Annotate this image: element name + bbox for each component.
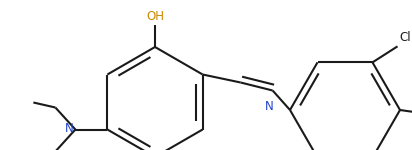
Text: Cl: Cl xyxy=(400,31,411,44)
Text: OH: OH xyxy=(146,10,164,23)
Text: N: N xyxy=(265,100,274,114)
Text: N: N xyxy=(65,122,73,135)
